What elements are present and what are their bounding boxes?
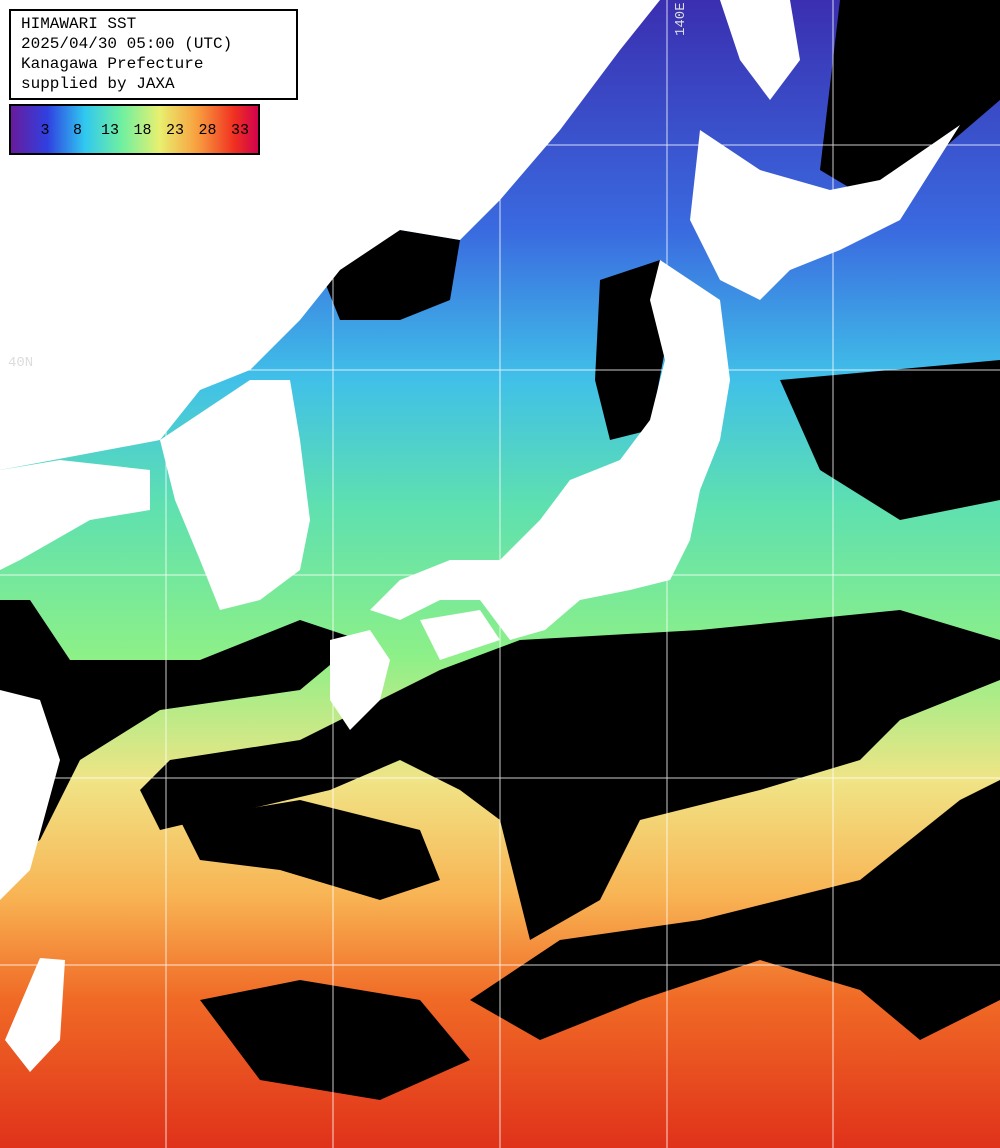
land-mass [0, 690, 60, 900]
header-line: Kanagawa Prefecture [21, 55, 203, 73]
legend-label: 18 [133, 122, 151, 139]
cloud [595, 260, 665, 440]
legend-label: 28 [198, 122, 216, 139]
land-mass [720, 0, 800, 100]
land-mass [330, 630, 390, 730]
header-line: 2025/04/30 05:00 (UTC) [21, 35, 232, 53]
cloud-cover [0, 0, 1000, 1100]
cloud [820, 0, 1000, 200]
legend-label: 33 [231, 122, 249, 139]
legend-label: 3 [40, 122, 49, 139]
land-mass [370, 260, 730, 640]
land-mass [160, 380, 310, 610]
legend-label: 13 [101, 122, 119, 139]
land-mass [5, 958, 65, 1072]
cloud [180, 800, 440, 900]
legend-label: 8 [73, 122, 82, 139]
cloud [140, 610, 1000, 940]
land-mass [0, 460, 150, 570]
longitude-label: 140E [673, 2, 689, 36]
color-legend: 3 8 13 18 23 28 33 [9, 104, 260, 155]
header-line: supplied by JAXA [21, 75, 175, 93]
color-bar [9, 104, 260, 155]
legend-label: 23 [166, 122, 184, 139]
land-mass [690, 125, 960, 300]
cloud [470, 780, 1000, 1040]
latitude-label: 40N [8, 355, 33, 371]
land-mass [420, 610, 500, 660]
cloud [780, 360, 1000, 520]
cloud [0, 600, 360, 860]
cloud [200, 980, 470, 1100]
header-line: HIMAWARI SST [21, 15, 136, 33]
header-background [9, 9, 298, 100]
header-box: HIMAWARI SST 2025/04/30 05:00 (UTC) Kana… [9, 9, 298, 100]
